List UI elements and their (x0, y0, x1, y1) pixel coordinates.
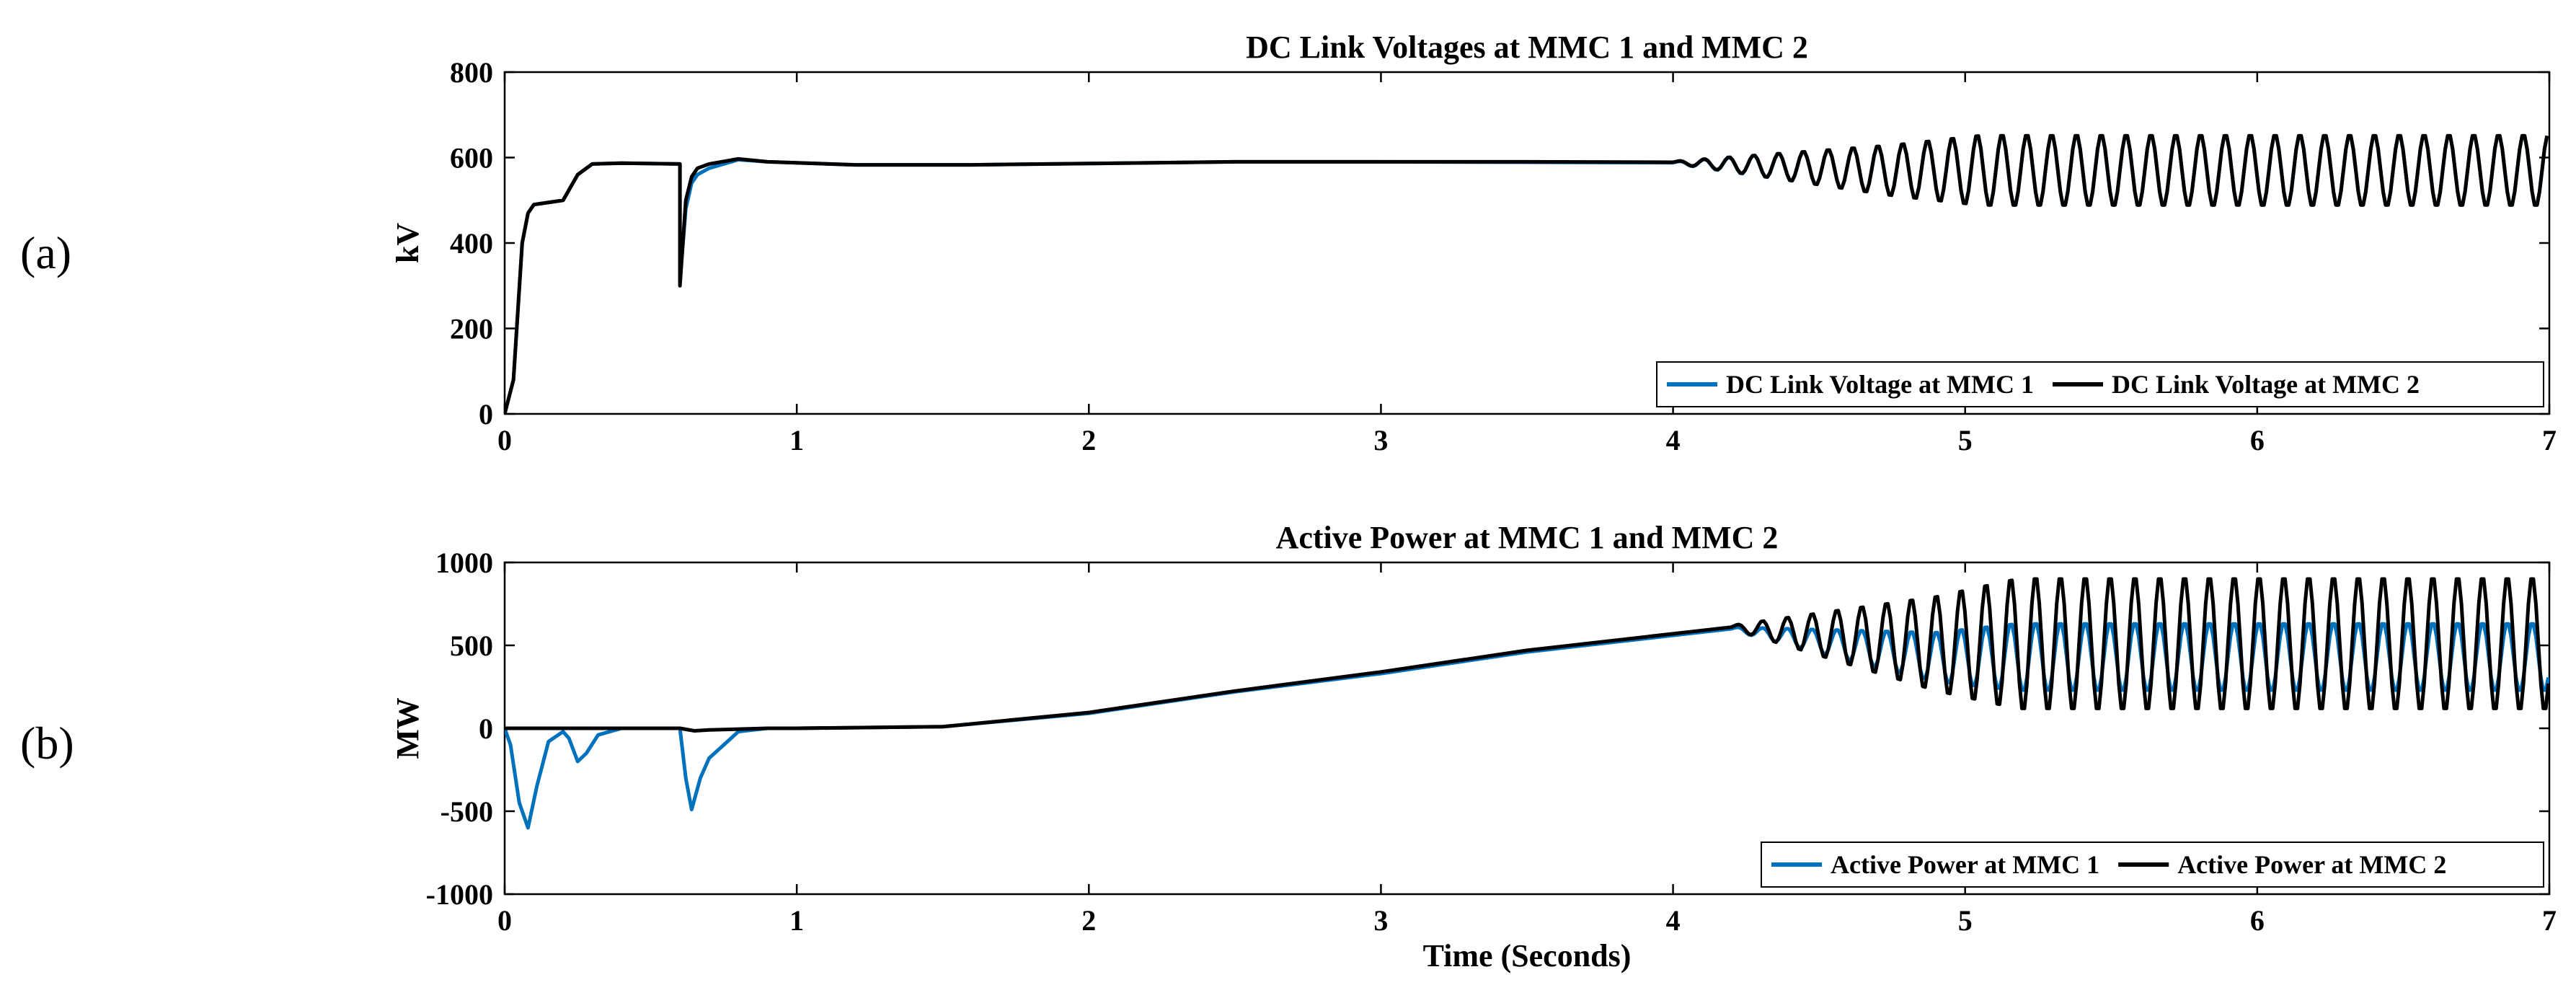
power-x-tick-label: 6 (2250, 904, 2265, 937)
power-y-tick-label: -1000 (426, 878, 493, 911)
power-legend-label-mmc1: Active Power at MMC 1 (1831, 850, 2099, 879)
power-series-line-mmc2 (505, 577, 2549, 733)
voltage-legend: DC Link Voltage at MMC 1 DC Link Voltage … (1656, 361, 2544, 407)
power-chart-title: Active Power at MMC 1 and MMC 2 (1276, 520, 1779, 555)
active-power-chart: Active Power at MMC 1 and MMC 2 MW Time (S… (390, 520, 2557, 973)
voltage-series-group (505, 133, 2549, 414)
voltage-x-tick-label: 0 (497, 424, 512, 456)
voltage-legend-label-mmc2: DC Link Voltage at MMC 2 (2112, 370, 2420, 399)
power-x-tick-label: 2 (1081, 904, 1096, 937)
panel-label-b: (b) (20, 717, 74, 769)
voltage-x-tick-label: 3 (1373, 424, 1388, 456)
power-x-tick-label: 4 (1666, 904, 1681, 937)
power-legend: Active Power at MMC 1 Active Power at MMC… (1761, 842, 2544, 888)
panel-label-a: (a) (20, 227, 71, 278)
power-y-tick-label: -500 (441, 795, 493, 828)
power-x-tick-label: 3 (1373, 904, 1388, 937)
power-legend-label-mmc2: Active Power at MMC 2 (2177, 850, 2446, 879)
voltage-y-tick-label: 0 (479, 398, 493, 430)
power-x-tick-label: 5 (1958, 904, 1973, 937)
power-y-tick-label: 1000 (435, 547, 493, 579)
voltage-series-line-mmc2 (505, 133, 2549, 414)
dc-link-voltage-chart: DC Link Voltages at MMC 1 and MMC 2 kV 0 1 2… (390, 30, 2557, 456)
voltage-x-tick-label: 2 (1081, 424, 1096, 456)
voltage-plot-area (503, 71, 2551, 415)
power-x-tick-label: 7 (2542, 904, 2557, 937)
voltage-y-tick-label: 400 (450, 227, 493, 260)
voltage-y-tick-label: 800 (450, 56, 493, 89)
voltage-x-tick-label: 6 (2250, 424, 2265, 456)
voltage-y-axis-label: kV (390, 223, 425, 263)
power-x-tick-label: 1 (789, 904, 804, 937)
power-series-group (505, 577, 2549, 830)
voltage-legend-label-mmc1: DC Link Voltage at MMC 1 (1726, 370, 2034, 399)
voltage-y-tick-label: 600 (450, 142, 493, 175)
power-y-tick-label: 0 (479, 712, 493, 745)
voltage-x-tick-label: 1 (789, 424, 804, 456)
voltage-x-tick-label: 4 (1666, 424, 1681, 456)
power-y-axis-label: MW (390, 697, 425, 759)
power-y-tick-label: 500 (450, 630, 493, 662)
voltage-x-tick-label: 7 (2542, 424, 2557, 456)
voltage-y-tick-label: 200 (450, 313, 493, 345)
voltage-x-tick-label: 5 (1958, 424, 1973, 456)
power-x-axis-label: Time (Seconds) (1423, 938, 1632, 973)
voltage-chart-title: DC Link Voltages at MMC 1 and MMC 2 (1246, 30, 1808, 65)
power-x-tick-label: 0 (497, 904, 512, 937)
